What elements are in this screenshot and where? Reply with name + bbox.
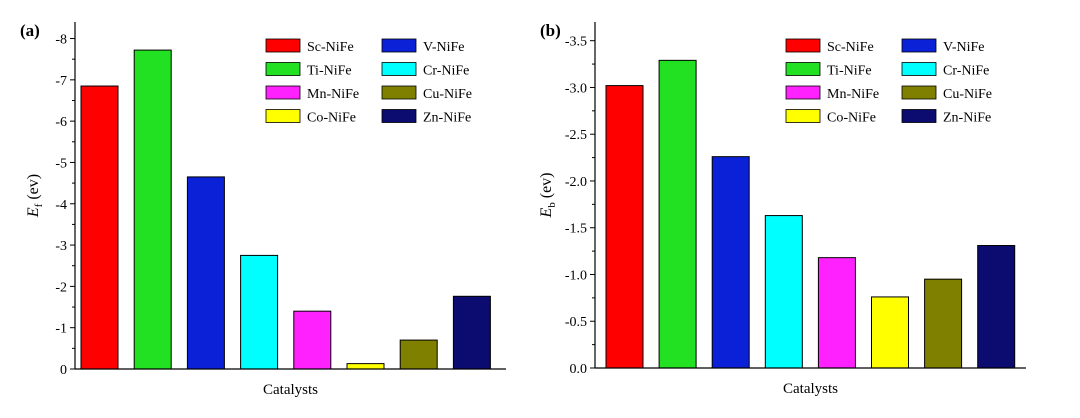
y-tick-label: -0.5	[565, 315, 587, 330]
bar-mn-nife	[817, 257, 856, 369]
legend-label: V-NiFe	[943, 40, 985, 55]
legend-label: Ti-NiFe	[307, 64, 352, 79]
legend-swatch	[785, 62, 821, 76]
legend-swatch	[785, 85, 821, 100]
legend-label: Co-NiFe	[827, 111, 876, 126]
y-tick-label: -2.5	[565, 128, 587, 143]
y-tick-label: -3	[55, 239, 67, 254]
bar-sc-nife	[80, 85, 119, 370]
y-tick-label: -1	[55, 322, 67, 337]
legend-item-ti-nife: Ti-NiFe	[265, 62, 352, 79]
legend-label: Cr-NiFe	[943, 64, 989, 79]
chart-panel-b: (b) 0.0 -0.5 -1.0 -1.5 -2.0 -2.5 -3.0 -3.5 Cataly…	[538, 21, 1026, 397]
legend-swatch	[381, 85, 417, 100]
legend-item-v-nife: V-NiFe	[381, 38, 465, 55]
y-axis-label-unit: (ev)	[25, 174, 42, 204]
legend-label: Co-NiFe	[307, 111, 356, 126]
y-tick-label: -1.5	[565, 222, 587, 237]
y-tick-label: -8	[55, 33, 67, 48]
bar-v-nife	[186, 176, 225, 370]
legend-swatch	[381, 109, 417, 123]
chart-panel-a: (a) 0 -1 -2 -3 -4 -5 -6 -7 -8 Catalysts Ef (ev) Sc-N…	[20, 21, 506, 398]
x-axis-label: Catalysts	[783, 381, 838, 397]
y-axis-label-subscript: f	[33, 203, 45, 207]
legend-label: V-NiFe	[423, 40, 465, 55]
bar-zn-nife	[452, 295, 491, 370]
legend-label: Cu-NiFe	[943, 87, 992, 102]
bar-cr-nife	[240, 254, 279, 370]
y-axis-label: Eb (ev)	[538, 172, 558, 218]
bar-mn-nife	[293, 310, 332, 370]
legend-item-v-nife: V-NiFe	[901, 38, 985, 55]
legend-label: Cr-NiFe	[423, 64, 469, 79]
y-axis-label: Ef (ev)	[25, 174, 45, 218]
legend-label: Sc-NiFe	[827, 40, 874, 55]
legend-item-co-nife: Co-NiFe	[785, 109, 876, 126]
y-axis-label-symbol: E	[25, 207, 42, 218]
bar-co-nife	[346, 363, 385, 370]
bar-zn-nife	[977, 244, 1016, 369]
bar-cr-nife	[764, 215, 803, 369]
x-axis-label: Catalysts	[263, 382, 318, 398]
y-tick-label: -4	[55, 198, 67, 213]
y-tick-label: 0	[60, 363, 67, 378]
y-tick-label: 0.0	[570, 362, 588, 377]
legend-item-co-nife: Co-NiFe	[265, 109, 356, 126]
legend-item-sc-nife: Sc-NiFe	[785, 38, 874, 55]
legend-item-zn-nife: Zn-NiFe	[381, 109, 471, 126]
y-axis-label-symbol: E	[538, 208, 555, 219]
legend-item-zn-nife: Zn-NiFe	[901, 109, 991, 126]
legend-label: Zn-NiFe	[423, 111, 471, 126]
bar-cu-nife	[924, 278, 963, 369]
panel-label: (a)	[20, 21, 40, 40]
legend-swatch	[381, 38, 417, 53]
legend-label: Ti-NiFe	[827, 64, 872, 79]
legend-swatch	[785, 38, 821, 53]
legend-label: Cu-NiFe	[423, 87, 472, 102]
y-tick-label: -7	[55, 74, 67, 89]
bar-ti-nife	[658, 59, 697, 369]
y-tick-label: -3.0	[565, 81, 587, 96]
legend-swatch	[901, 62, 937, 76]
legend-swatch	[381, 62, 417, 76]
legend-swatch	[785, 109, 821, 123]
y-axis-label-unit: (ev)	[538, 172, 555, 202]
legend-item-cu-nife: Cu-NiFe	[901, 85, 992, 102]
legend-item-ti-nife: Ti-NiFe	[785, 62, 872, 79]
legend-swatch	[901, 85, 937, 100]
legend-swatch	[265, 109, 301, 123]
legend-label: Zn-NiFe	[943, 111, 991, 126]
y-tick-label: -2.0	[565, 175, 587, 190]
legend-item-cu-nife: Cu-NiFe	[381, 85, 472, 102]
legend-label: Mn-NiFe	[827, 87, 879, 102]
bar-co-nife	[871, 296, 909, 369]
bar-cu-nife	[399, 339, 438, 370]
legend-swatch	[265, 85, 301, 100]
legend-swatch	[901, 109, 937, 123]
bar-ti-nife	[133, 49, 172, 370]
legend-item-cr-nife: Cr-NiFe	[381, 62, 469, 79]
legend-item-mn-nife: Mn-NiFe	[785, 85, 879, 102]
legend-item-mn-nife: Mn-NiFe	[265, 85, 359, 102]
legend-item-sc-nife: Sc-NiFe	[265, 38, 354, 55]
legend-label: Sc-NiFe	[307, 40, 354, 55]
legend-swatch	[901, 38, 937, 53]
y-tick-label: -1.0	[565, 268, 587, 283]
legend-swatch	[265, 38, 301, 53]
legend-label: Mn-NiFe	[307, 87, 359, 102]
y-tick-label: -5	[55, 156, 67, 171]
y-axis-label-subscript: b	[546, 202, 558, 208]
legend-item-cr-nife: Cr-NiFe	[901, 62, 989, 79]
bar-v-nife	[711, 156, 750, 369]
bar-sc-nife	[605, 85, 644, 369]
panel-label: (b)	[540, 21, 561, 40]
y-tick-label: -6	[55, 115, 67, 130]
y-tick-label: -3.5	[565, 35, 587, 50]
legend-swatch	[265, 62, 301, 76]
y-tick-label: -2	[55, 280, 67, 295]
